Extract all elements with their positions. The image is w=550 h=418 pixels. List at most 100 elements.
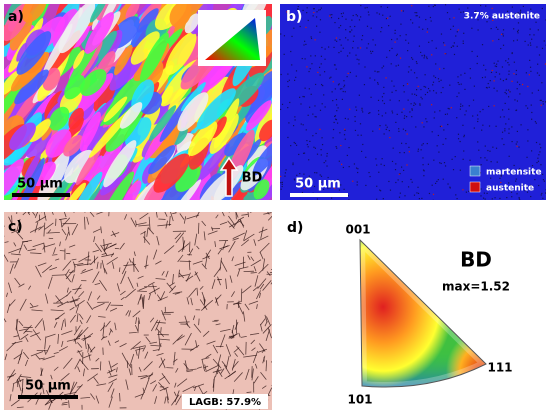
boundary — [225, 344, 232, 357]
speck — [500, 175, 502, 177]
boundary — [32, 329, 42, 341]
speck — [482, 197, 485, 199]
speck — [381, 96, 384, 98]
speck — [498, 73, 501, 75]
speck — [418, 45, 421, 47]
boundary — [166, 282, 174, 291]
speck — [341, 163, 343, 165]
speck — [314, 83, 317, 86]
speck — [462, 11, 465, 13]
speck — [378, 128, 381, 130]
speck — [354, 120, 356, 122]
speck — [440, 91, 442, 94]
speck — [364, 66, 366, 68]
speck — [460, 74, 462, 76]
boundary — [84, 335, 87, 349]
boundary — [72, 261, 76, 268]
speck — [494, 65, 496, 67]
speck — [285, 169, 287, 171]
speck — [280, 182, 282, 184]
speck — [530, 70, 532, 72]
speck — [336, 147, 338, 149]
boundary — [266, 316, 271, 325]
speck — [292, 125, 295, 127]
boundary — [127, 276, 134, 289]
speck — [447, 107, 449, 110]
speck — [338, 52, 340, 54]
boundary — [137, 346, 141, 359]
boundary — [6, 341, 17, 352]
speck — [501, 131, 504, 133]
speck — [443, 162, 446, 164]
boundary — [240, 335, 247, 338]
speck — [423, 57, 425, 59]
boundary — [193, 323, 202, 333]
speck — [439, 125, 442, 128]
boundary — [50, 374, 53, 380]
speck — [288, 79, 290, 81]
boundary — [101, 259, 106, 274]
speck — [291, 64, 293, 66]
legend-label: austenite — [486, 184, 534, 194]
speck — [527, 85, 529, 88]
speck — [320, 83, 323, 86]
speck — [344, 138, 346, 140]
speck — [369, 77, 371, 79]
speck — [481, 44, 484, 46]
boundary — [61, 217, 71, 228]
speck — [335, 145, 337, 148]
boundary — [178, 269, 180, 278]
grain — [180, 82, 206, 112]
boundary — [215, 323, 221, 326]
speck — [437, 78, 440, 80]
speck — [507, 89, 510, 91]
speck — [534, 178, 536, 181]
speck — [380, 190, 382, 192]
boundary — [168, 215, 171, 226]
boundary — [82, 354, 92, 359]
speck — [310, 36, 312, 38]
speck — [355, 14, 357, 16]
speck — [444, 53, 446, 55]
boundary — [121, 261, 129, 275]
boundary — [17, 378, 22, 392]
boundary — [95, 395, 100, 404]
speck — [356, 58, 358, 60]
speck — [283, 53, 285, 55]
boundary — [89, 346, 96, 353]
boundary — [173, 391, 177, 397]
speck — [541, 47, 544, 49]
boundary — [22, 239, 32, 243]
speck — [499, 197, 501, 200]
speck — [391, 160, 394, 163]
boundary — [184, 332, 192, 346]
speck — [530, 150, 533, 152]
speck — [421, 197, 423, 199]
speck — [338, 27, 340, 29]
boundary — [18, 320, 24, 327]
speck — [480, 4, 482, 7]
boundary — [4, 353, 8, 361]
boundary — [156, 328, 165, 338]
speck — [368, 112, 370, 114]
speck — [545, 19, 546, 21]
speck — [389, 50, 391, 52]
speck — [320, 181, 323, 183]
speck — [462, 105, 464, 107]
speck — [310, 37, 313, 40]
boundary — [133, 251, 136, 257]
speck — [541, 192, 543, 195]
speck — [421, 122, 423, 124]
boundary — [76, 313, 79, 323]
speck — [385, 112, 387, 114]
boundary — [102, 322, 105, 337]
speck — [449, 84, 451, 86]
speck — [293, 79, 296, 81]
speck — [395, 121, 397, 124]
speck — [372, 50, 374, 53]
speck — [484, 157, 486, 159]
speck — [303, 173, 305, 175]
speck — [446, 12, 449, 14]
boundary — [148, 216, 151, 231]
boundary — [155, 260, 162, 265]
